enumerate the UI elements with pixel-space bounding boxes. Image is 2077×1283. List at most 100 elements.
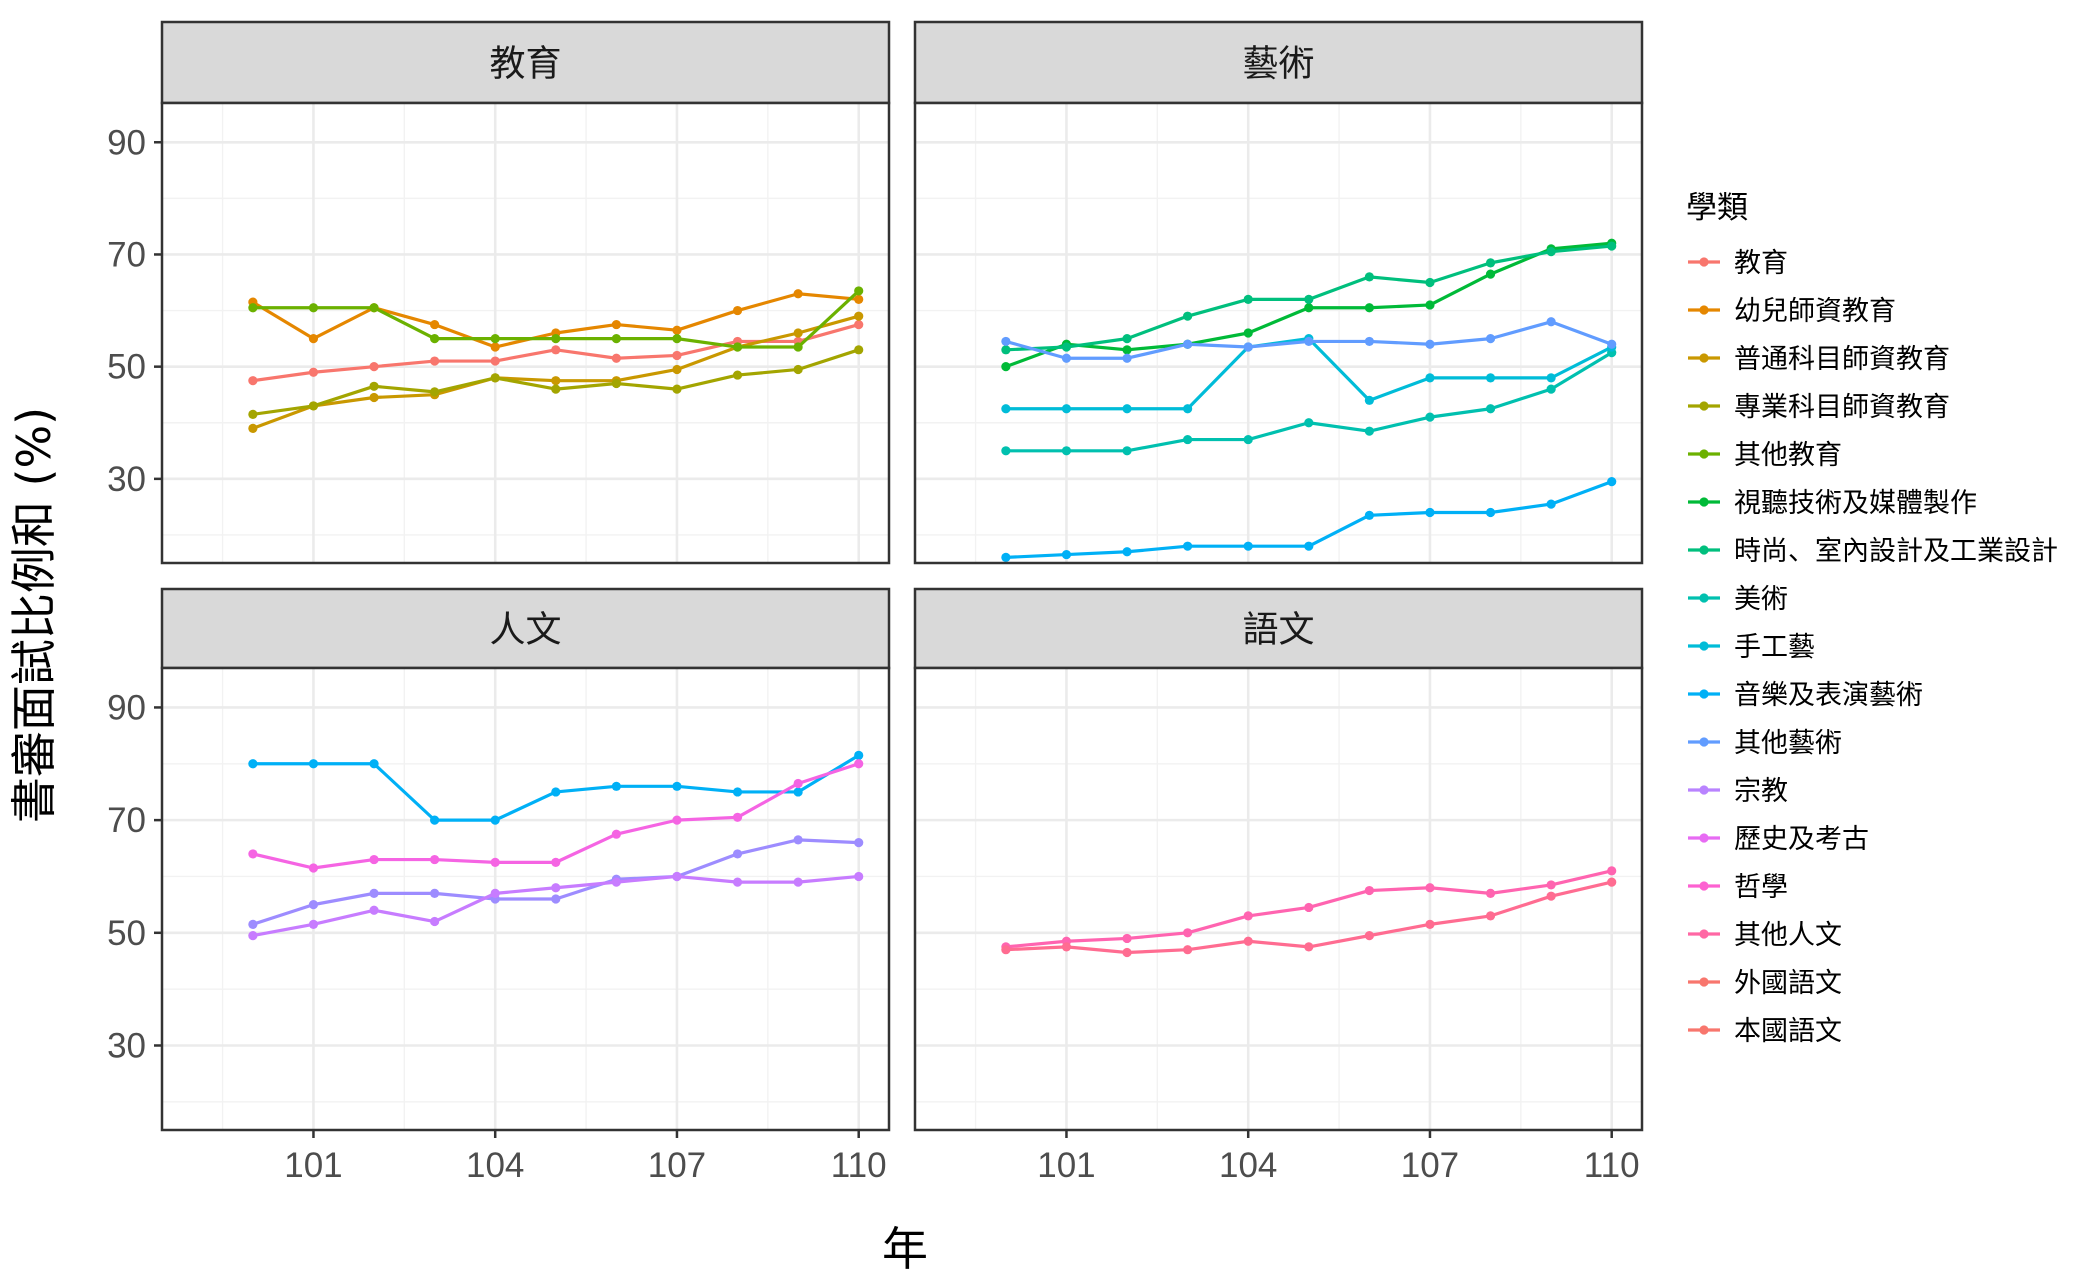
data-point (1485, 404, 1496, 414)
panel-background (162, 103, 889, 563)
data-point (1364, 336, 1374, 347)
facet-strip-label: 人文 (489, 610, 561, 651)
x-tick-label: 107 (1401, 1146, 1459, 1185)
legend-label: 其他教育 (1734, 440, 1842, 471)
legend-label: 其他藝術 (1734, 728, 1842, 759)
data-point (793, 778, 803, 789)
data-point (1425, 373, 1435, 383)
data-point (1001, 552, 1011, 562)
legend-key-point (1699, 977, 1709, 987)
data-point (308, 401, 319, 411)
legend-label: 音樂及表演藝術 (1734, 680, 1923, 711)
data-point (1485, 888, 1496, 898)
legend-label: 其他人文 (1734, 920, 1842, 951)
data-point (672, 334, 682, 344)
legend-label: 美術 (1734, 584, 1788, 615)
data-point (793, 364, 803, 375)
data-point (732, 812, 743, 822)
data-point (248, 759, 258, 769)
data-point (1122, 446, 1132, 456)
legend-label: 專業科目師資教育 (1734, 392, 1950, 423)
data-point (1607, 477, 1617, 487)
data-point (1243, 328, 1253, 338)
data-point (490, 815, 500, 825)
data-point (793, 328, 803, 338)
data-point (551, 345, 561, 355)
data-point (1061, 342, 1072, 352)
legend-key-point (1699, 929, 1709, 939)
legend-item: 時尚、室內設計及工業設計 (1688, 536, 2058, 567)
facet-strip (160, 20, 891, 105)
data-point (248, 919, 258, 929)
data-point (1485, 911, 1496, 921)
data-point (1122, 404, 1132, 414)
data-point (1001, 945, 1011, 955)
legend-key-point (1699, 353, 1709, 363)
data-point (248, 409, 258, 419)
data-point (1607, 866, 1617, 876)
data-point (1001, 446, 1011, 456)
data-point (308, 759, 319, 769)
x-tick-label: 104 (1219, 1146, 1277, 1185)
data-point (369, 759, 379, 769)
data-point (1607, 877, 1617, 887)
legend-item: 哲學 (1688, 872, 1788, 903)
legend-key-point (1699, 689, 1709, 699)
y-tick-label: 70 (107, 235, 146, 274)
data-point (1122, 547, 1132, 557)
data-point (672, 350, 682, 361)
data-point (1183, 945, 1193, 955)
data-point (1485, 269, 1496, 279)
data-point (369, 888, 379, 898)
data-point (732, 370, 743, 380)
data-point (369, 905, 379, 915)
data-point (672, 815, 682, 825)
y-tick-label: 90 (107, 123, 146, 162)
data-point (551, 384, 561, 394)
data-point (308, 334, 319, 344)
data-point (308, 919, 319, 929)
legend-key-point (1699, 401, 1709, 411)
legend-item: 手工藝 (1688, 632, 1815, 663)
legend-label: 幼兒師資教育 (1734, 296, 1896, 327)
data-point (551, 894, 561, 904)
legend-label: 手工藝 (1734, 632, 1815, 663)
facet-strip (160, 587, 891, 670)
facet-panel: 教育 30 50 70 90 (107, 20, 891, 565)
legend-key-point (1699, 497, 1709, 507)
data-point (854, 759, 864, 769)
data-point (1001, 345, 1011, 355)
x-tick-label: 104 (466, 1146, 524, 1185)
data-point (1001, 362, 1011, 372)
data-point (672, 871, 682, 882)
data-point (369, 381, 379, 391)
data-point (611, 378, 621, 389)
data-point (793, 787, 803, 797)
data-point (551, 787, 561, 797)
legend-key-point (1699, 593, 1709, 603)
data-point (854, 311, 864, 321)
legend-label: 時尚、室內設計及工業設計 (1734, 536, 2058, 567)
legend-item: 美術 (1688, 584, 1788, 615)
data-point (1183, 928, 1193, 938)
x-tick-label: 107 (648, 1146, 706, 1185)
data-point (854, 871, 864, 882)
data-point (1304, 541, 1314, 551)
y-tick-label: 90 (107, 688, 146, 727)
data-point (1122, 947, 1132, 958)
data-point (1364, 885, 1374, 896)
data-point (1304, 294, 1314, 304)
data-point (1304, 418, 1314, 428)
data-point (430, 356, 440, 366)
data-point (1425, 277, 1435, 288)
data-point (854, 319, 864, 330)
data-point (1243, 342, 1253, 352)
data-point (732, 342, 743, 352)
data-point (1546, 499, 1556, 509)
legend-label: 普通科目師資教育 (1734, 344, 1950, 375)
data-point (732, 877, 743, 887)
legend-item: 教育 (1688, 248, 1788, 279)
legend-label: 教育 (1734, 248, 1788, 279)
data-point (1243, 936, 1253, 946)
data-point (1607, 241, 1617, 251)
